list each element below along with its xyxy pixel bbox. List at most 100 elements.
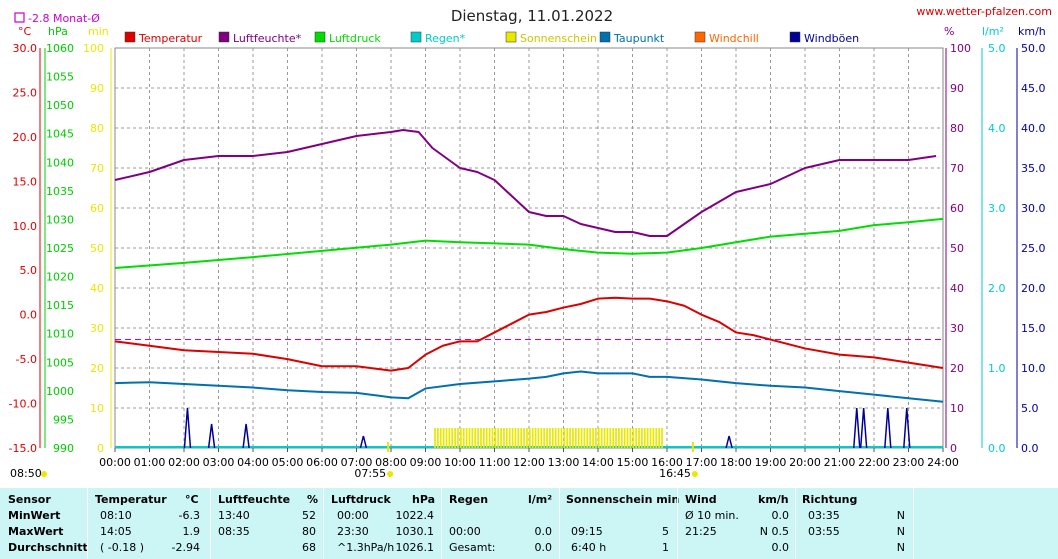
x-tick-label: 06:00	[306, 456, 338, 469]
x-tick-label: 14:00	[582, 456, 614, 469]
sunshine-bar	[534, 428, 537, 448]
rain-unit-label: l/m²	[982, 25, 1004, 38]
x-tick-label: 19:00	[755, 456, 787, 469]
wind-unit-label: km/h	[1018, 25, 1046, 38]
sunshine-bar	[474, 428, 477, 448]
legend-swatch-5	[599, 31, 611, 43]
sunshine-bar	[454, 428, 456, 448]
stats-dir-v-cell: N	[896, 525, 905, 538]
sunshine-bar	[543, 428, 546, 448]
stats-rain-t-cell: 00:00	[449, 525, 481, 538]
x-tick-label: 02:00	[168, 456, 200, 469]
wind-tick-label: 20.0	[1021, 282, 1046, 295]
sunshine-bar	[523, 428, 525, 448]
weather-chart: 00:00 01:00 02:00 03:00 04:00 05:00 06:00 07:00…	[9, 5, 1052, 480]
pressure-tick-label: 1015	[46, 299, 74, 312]
sunshine-bar	[597, 428, 600, 448]
sunshine-bar	[514, 428, 517, 448]
minutes-tick-label: 20	[90, 362, 104, 375]
stats-temp-v-cell: -6.3	[178, 509, 200, 522]
pressure-tick-label: 1055	[46, 71, 74, 84]
humidity-tick-label: 20	[950, 362, 964, 375]
minutes-unit-label: min	[88, 25, 109, 38]
sunshine-bar	[497, 428, 500, 448]
gust-spike	[207, 423, 216, 449]
stats-header-hum-unit: %	[307, 493, 319, 506]
sunshine-bar	[603, 428, 606, 448]
legend-swatch-3	[410, 31, 422, 43]
gust-spike	[859, 407, 868, 449]
stats-wind-t-cell: 21:25	[685, 525, 717, 538]
stats-sun-v-cell: 5	[662, 525, 669, 538]
sunshine-bar	[488, 428, 491, 448]
pressure-tick-label: 1030	[46, 213, 74, 226]
series-luftdruck	[114, 217, 944, 269]
x-tick-label: 21:00	[824, 456, 856, 469]
temp-tick-label: 0.0	[20, 309, 38, 322]
rain-tick-label: 4.0	[988, 122, 1006, 135]
humidity-tick-label: 80	[950, 122, 964, 135]
temp-tick-label: 5.0	[20, 264, 38, 277]
sunshine-bar	[482, 428, 485, 448]
x-tick-label: 17:00	[686, 456, 718, 469]
humidity-tick-label: 60	[950, 202, 964, 215]
sunshine-bar	[569, 428, 571, 448]
stats-hum-v-cell: 52	[302, 509, 316, 522]
sunshine-bar	[577, 428, 580, 448]
stats-press-v-cell: 1030.1	[395, 525, 435, 538]
sunshine-bar	[511, 428, 514, 448]
sunshine-bar	[606, 428, 609, 448]
x-tick-label: 03:00	[203, 456, 235, 469]
wind-tick-label: 45.0	[1021, 82, 1046, 95]
wind-tick-label: 0.0	[1021, 442, 1039, 455]
x-tick-label: 23:00	[893, 456, 925, 469]
sunshine-bar	[592, 428, 594, 448]
sunshine-bar	[465, 428, 468, 448]
stats-header-rain: Regen	[449, 493, 489, 506]
x-tick-label: 22:00	[858, 456, 890, 469]
sunshine-bar	[649, 428, 652, 448]
sunshine-bar	[638, 428, 640, 448]
sunshine-bar	[494, 428, 497, 448]
pressure-tick-label: 1025	[46, 242, 74, 255]
x-tick-label: 15:00	[617, 456, 649, 469]
sunshine-bar	[554, 428, 557, 448]
sunshine-bar	[557, 428, 560, 448]
sunshine-bar	[503, 428, 505, 448]
stats-wind-v-cell: N 0.5	[759, 525, 789, 538]
minutes-tick-label: 70	[90, 162, 104, 175]
sunshine-bar	[646, 428, 649, 448]
pressure-tick-label: 1045	[46, 128, 74, 141]
x-tick-label: 01:00	[134, 456, 166, 469]
temp-tick-label: 25.0	[13, 86, 38, 99]
x-tick-label: 00:00	[99, 456, 131, 469]
sunshine-bar	[448, 428, 451, 448]
pressure-tick-label: 1040	[46, 156, 74, 169]
humidity-tick-label: 30	[950, 322, 964, 335]
temp-tick-label: 30.0	[13, 42, 38, 55]
minutes-tick-label: 0	[97, 442, 104, 455]
sunshine-bar	[480, 428, 482, 448]
minutes-tick-label: 80	[90, 122, 104, 135]
minutes-tick-label: 10	[90, 402, 104, 415]
x-tick-label: 05:00	[272, 456, 304, 469]
sunshine-bar	[526, 428, 528, 448]
sunshine-bar	[517, 428, 520, 448]
legend-swatch-0	[124, 31, 136, 43]
stats-header-press: Luftdruck	[331, 493, 391, 506]
x-tick-label: 08:00	[375, 456, 407, 469]
wind-tick-label: 35.0	[1021, 162, 1046, 175]
stats-wind-t-cell: Ø 10 min.	[685, 509, 739, 522]
pressure-tick-label: 1005	[46, 356, 74, 369]
x-tick-label: 18:00	[720, 456, 752, 469]
x-tick-label: 20:00	[789, 456, 821, 469]
humidity-tick-label: 40	[950, 282, 964, 295]
stats-press-v-cell: 1026.1	[395, 541, 435, 554]
sunshine-bar	[442, 428, 445, 448]
humidity-tick-label: 90	[950, 82, 964, 95]
rain-tick-label: 3.0	[988, 202, 1006, 215]
stats-rain-v-cell: 0.0	[534, 525, 553, 538]
sunshine-bar	[586, 428, 589, 448]
sunshine-bar	[661, 428, 663, 448]
sunshine-bar	[589, 428, 592, 448]
